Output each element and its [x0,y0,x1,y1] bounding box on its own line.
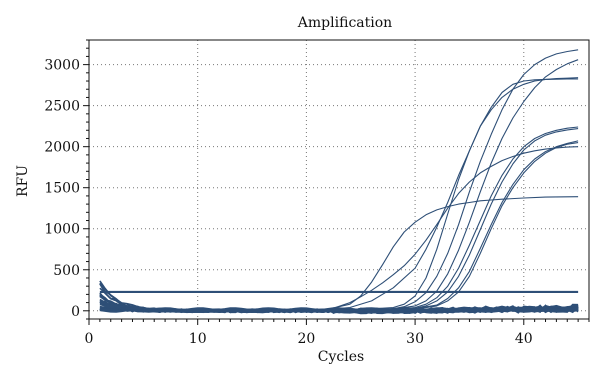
amplification-curve-3 [99,146,579,313]
y-axis-label: RFU [15,165,31,197]
amplification-curve-8 [99,128,579,312]
amplification-curves [99,49,579,313]
x-tick-label: 30 [406,331,424,347]
x-axis-ticks: 0 10 20 30 40 [85,319,590,347]
x-tick-label: 0 [85,331,94,347]
gridlines [89,40,589,319]
amplification-curve-9 [99,140,579,312]
amplification-curve-7 [99,126,579,312]
y-tick-label: 0 [71,304,80,320]
y-tick-label: 1000 [44,222,80,238]
x-tick-label: 10 [189,331,207,347]
y-tick-label: 3000 [44,58,80,74]
y-tick-label: 2500 [44,99,80,115]
y-tick-label: 500 [53,263,80,279]
y-tick-label: 2000 [44,140,80,156]
amplification-curve-10 [99,142,579,312]
x-tick-label: 20 [297,331,315,347]
x-axis-label: Cycles [318,349,364,365]
amplification-curve-2 [99,196,579,311]
y-tick-label: 1500 [44,181,80,197]
plot-area-frame [88,39,590,320]
y-axis-ticks: 0 500 1000 1500 2000 2500 3000 [44,39,89,320]
chart-title: Amplification [297,15,392,31]
amplification-curve-6 [99,59,579,312]
x-tick-label: 40 [515,331,533,347]
